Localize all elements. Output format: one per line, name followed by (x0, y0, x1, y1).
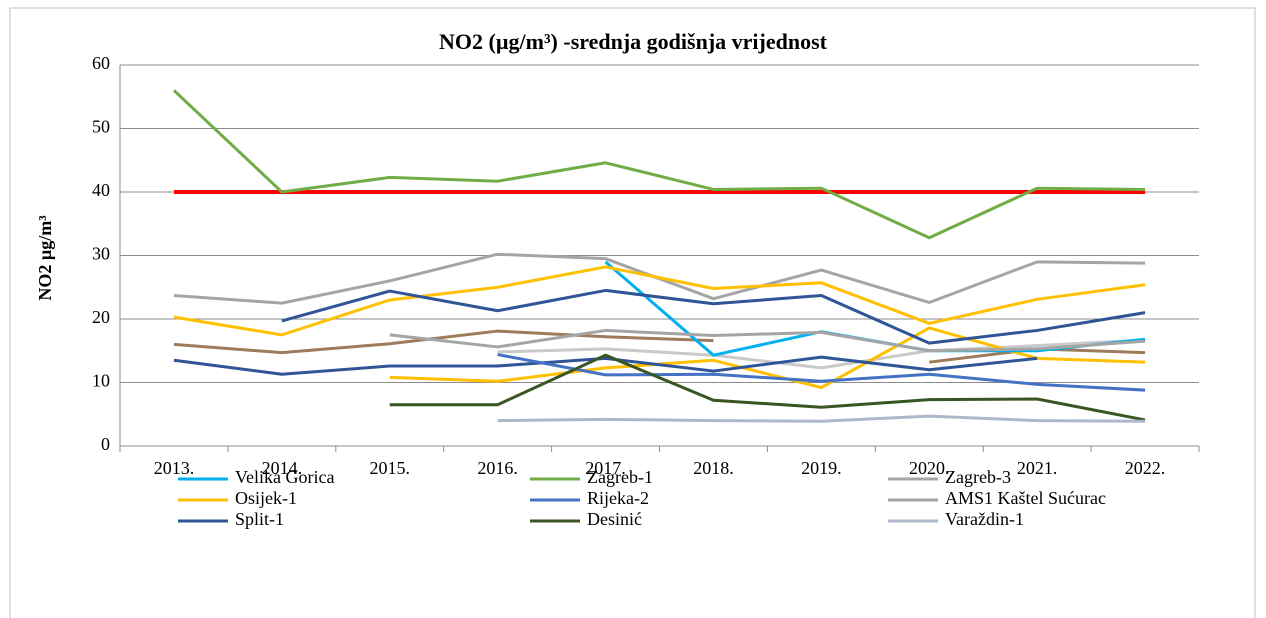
x-tick-label: 2013. (154, 458, 195, 478)
series-line (497, 338, 1146, 370)
legend-label: Desinić (587, 509, 642, 529)
y-tick-label: 30 (92, 244, 110, 264)
y-tick-label: 40 (92, 180, 110, 200)
y-axis-label: NO2 µg/m³ (35, 215, 55, 301)
x-tick-label: 2018. (693, 458, 734, 478)
legend-label: Zagreb-1 (587, 467, 653, 487)
series-line (173, 329, 714, 355)
legend-label: Osijek-1 (235, 488, 297, 508)
y-tick-label: 10 (92, 371, 110, 391)
series-line (389, 326, 1146, 390)
legend-label: Split-1 (235, 509, 284, 529)
chart-border (9, 7, 1256, 618)
legend-label: Zagreb-3 (945, 467, 1011, 487)
chart-title: NO2 (µg/m³) -srednja godišnja vrijednost (439, 29, 828, 54)
series-line (497, 353, 1146, 392)
series-line (173, 265, 1146, 337)
y-tick-label: 50 (92, 117, 110, 137)
x-tick-label: 2019. (801, 458, 842, 478)
y-tick-label: 0 (101, 434, 110, 454)
series-line (173, 355, 1038, 376)
legend-label: Rijeka-2 (587, 488, 649, 508)
legend-label: Velika Gorica (235, 467, 334, 487)
series-line (172, 89, 1146, 240)
y-tick-label: 20 (92, 307, 110, 327)
series-line (497, 414, 1146, 423)
x-tick-label: 2017. (585, 458, 626, 478)
legend-label: Varaždin-1 (945, 509, 1024, 529)
series-line (281, 288, 1146, 345)
x-tick-label: 2022. (1125, 458, 1166, 478)
x-tick-label: 2021. (1017, 458, 1058, 478)
y-tick-label: 60 (92, 53, 110, 73)
x-tick-label: 2015. (370, 458, 411, 478)
x-tick-label: 2014. (262, 458, 303, 478)
x-tick-label: 2016. (477, 458, 518, 478)
legend-label: AMS1 Kaštel Sućurac (945, 488, 1106, 508)
x-tick-label: 2020. (909, 458, 950, 478)
series-line (389, 328, 1146, 353)
series-line (389, 353, 1146, 422)
